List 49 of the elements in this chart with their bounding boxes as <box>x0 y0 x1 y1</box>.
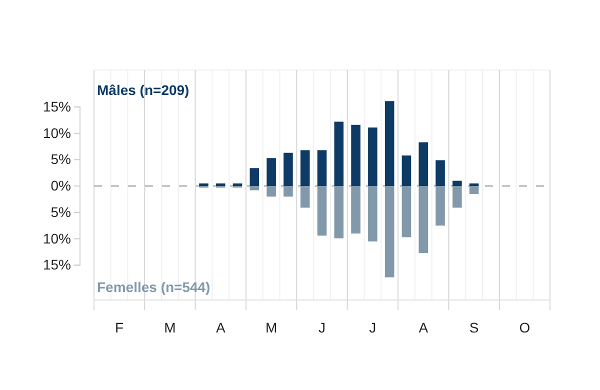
y-tick-label: 5% <box>50 204 71 220</box>
x-tick-label: M <box>164 319 176 336</box>
y-tick-label: 15% <box>42 98 71 114</box>
bar <box>216 183 226 186</box>
y-tick-label: 10% <box>42 230 71 246</box>
x-tick-label: F <box>114 319 124 336</box>
bar <box>317 186 327 236</box>
bar <box>368 128 378 186</box>
bar <box>452 186 462 208</box>
bar <box>436 186 445 226</box>
bar <box>250 186 260 190</box>
bar <box>266 186 276 197</box>
bar <box>402 155 412 186</box>
y-tick-label: 15% <box>42 256 71 273</box>
y-tick-label: 0% <box>50 178 71 194</box>
bar <box>300 186 310 208</box>
bar <box>469 186 479 194</box>
bar <box>469 183 479 186</box>
x-tick-label: S <box>469 319 479 336</box>
bar <box>266 158 276 186</box>
bar <box>334 122 344 186</box>
bar <box>232 183 242 186</box>
y-tick-label: 10% <box>42 124 71 141</box>
bar <box>284 152 293 186</box>
bar <box>436 160 445 186</box>
bar <box>452 180 462 186</box>
bar <box>300 150 310 186</box>
x-tick-label: A <box>418 319 429 336</box>
bar <box>317 150 327 186</box>
bar <box>250 168 260 186</box>
bar <box>351 186 360 234</box>
bar <box>402 186 412 238</box>
x-tick-label: J <box>369 319 376 336</box>
y-tick-label: 5% <box>50 151 71 168</box>
bar <box>334 186 344 238</box>
x-tick-label: O <box>519 319 530 336</box>
text: Femelles (n=544) <box>97 279 210 295</box>
bar <box>284 186 293 197</box>
x-tick-label: M <box>265 319 278 336</box>
bar <box>351 124 360 186</box>
bar <box>384 101 394 186</box>
text: Mâles (n=209) <box>97 82 190 98</box>
x-tick-label: A <box>216 319 226 336</box>
bar <box>418 186 428 254</box>
bar <box>368 186 378 242</box>
bar <box>418 142 428 186</box>
bar <box>199 183 208 186</box>
bar <box>384 186 394 278</box>
x-tick-label: J <box>318 319 326 336</box>
